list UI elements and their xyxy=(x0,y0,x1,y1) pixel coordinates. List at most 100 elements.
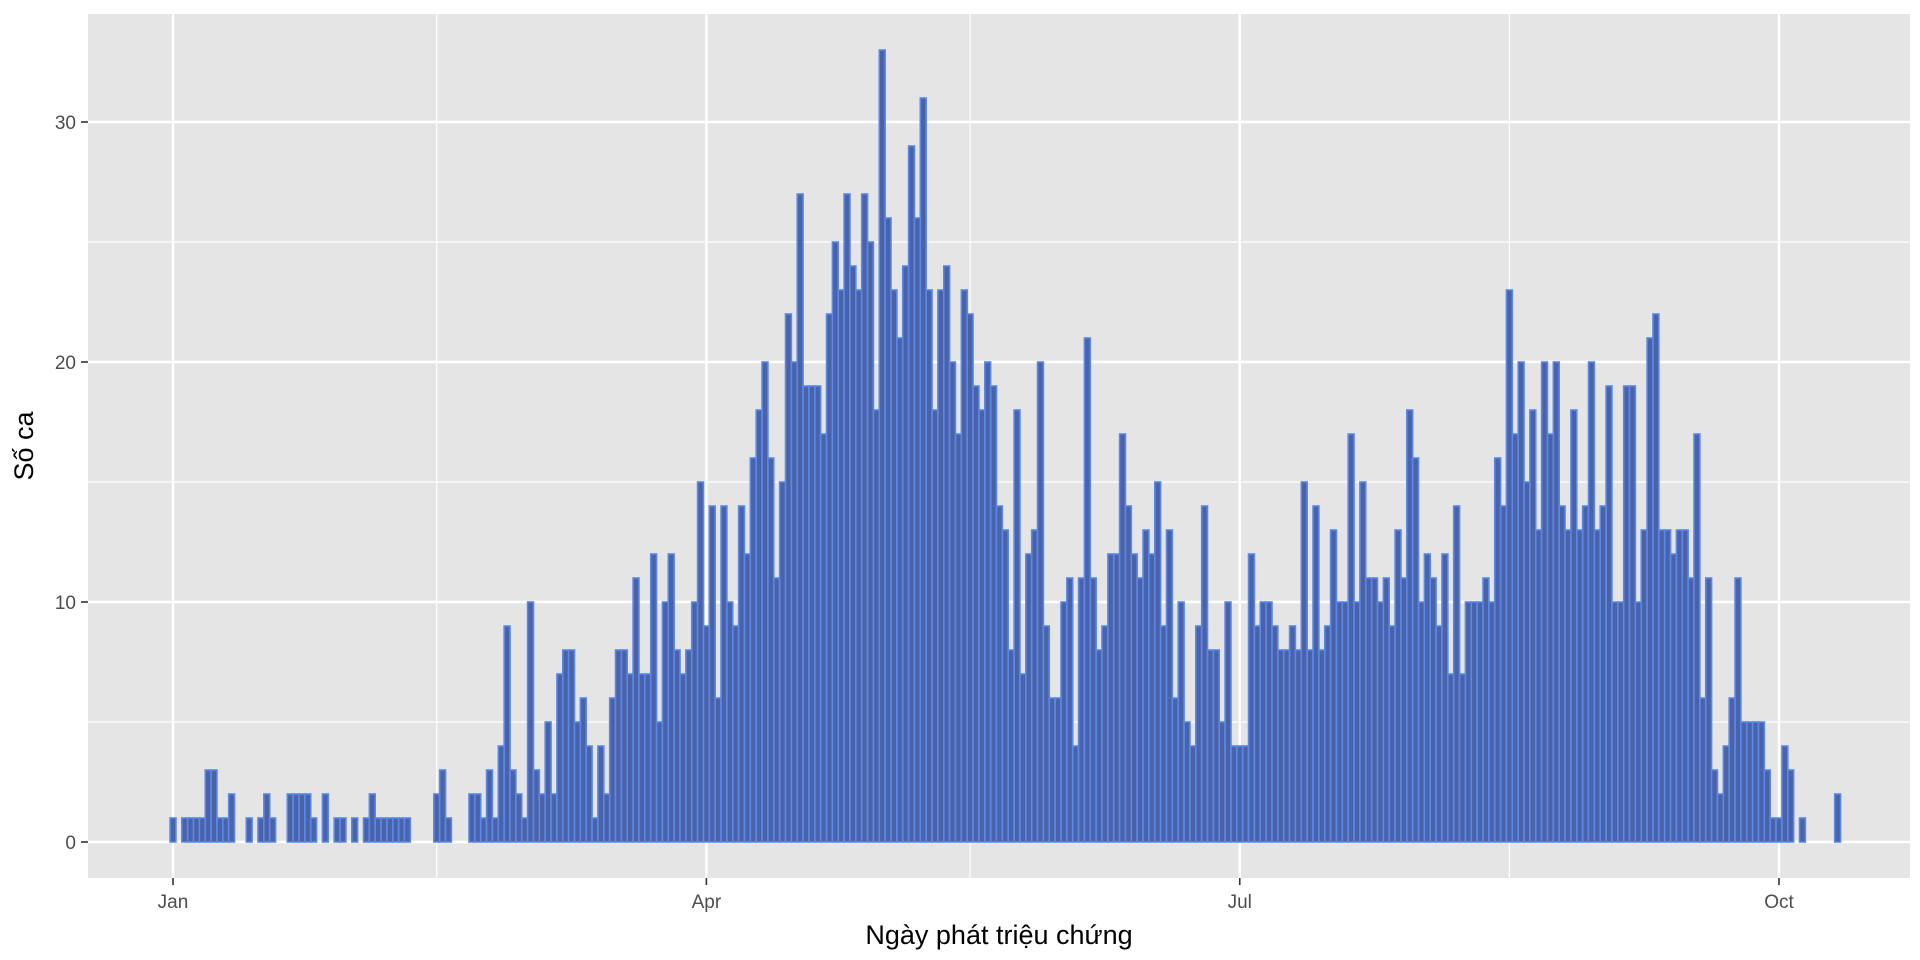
bar xyxy=(1617,601,1625,843)
bar xyxy=(1071,745,1080,843)
bar xyxy=(1675,529,1684,843)
bar xyxy=(825,313,834,843)
bar xyxy=(819,433,828,843)
bar xyxy=(350,817,359,843)
bar xyxy=(890,289,898,843)
bar xyxy=(585,745,593,843)
bar xyxy=(1353,601,1361,843)
bar xyxy=(1587,361,1596,843)
bar xyxy=(960,289,969,843)
bar xyxy=(948,361,957,843)
bar xyxy=(1546,433,1555,843)
bar xyxy=(1441,553,1449,843)
bar xyxy=(755,409,763,843)
bar xyxy=(1669,553,1678,843)
bar xyxy=(1400,577,1408,843)
bar xyxy=(1247,553,1256,843)
bar xyxy=(1757,721,1766,843)
bar xyxy=(1634,601,1643,843)
bar xyxy=(380,817,388,843)
bar xyxy=(1605,385,1613,843)
bar xyxy=(550,793,558,843)
bar xyxy=(1025,553,1033,843)
bar xyxy=(1482,577,1490,843)
y-tick-label: 20 xyxy=(55,353,76,374)
bar xyxy=(1628,385,1637,843)
bar xyxy=(1798,817,1807,843)
bar xyxy=(1452,505,1461,843)
bar xyxy=(362,817,371,843)
bar xyxy=(1241,745,1250,843)
bar xyxy=(1236,745,1244,843)
bar xyxy=(403,817,412,843)
bar xyxy=(210,769,218,843)
bar xyxy=(397,817,406,843)
bar xyxy=(767,457,775,843)
bar xyxy=(520,817,529,843)
bar xyxy=(227,793,236,843)
bar xyxy=(497,745,505,843)
bar xyxy=(1564,529,1572,843)
bar xyxy=(1312,505,1320,843)
bar xyxy=(632,577,640,843)
x-tick-label: Jul xyxy=(1228,892,1252,913)
bar xyxy=(268,817,277,843)
bar xyxy=(978,409,986,843)
bar xyxy=(919,97,927,843)
bar xyxy=(526,601,535,843)
bar xyxy=(1722,745,1730,843)
bar xyxy=(1019,673,1027,843)
bar xyxy=(1130,553,1138,843)
bar-series xyxy=(169,49,1842,843)
bar xyxy=(1658,529,1666,843)
bar xyxy=(749,457,758,843)
bar xyxy=(1112,553,1121,843)
bar xyxy=(1775,817,1783,843)
x-tick-label: Oct xyxy=(1764,892,1794,913)
y-axis: 0 10 20 30 xyxy=(55,113,88,854)
bar xyxy=(702,625,711,843)
bar xyxy=(655,721,664,843)
bar xyxy=(1148,553,1156,843)
bar xyxy=(1699,697,1707,843)
bar xyxy=(726,601,734,843)
bar xyxy=(860,193,869,843)
x-axis-title: Ngày phát triệu chứng xyxy=(865,920,1132,950)
bar xyxy=(339,817,347,843)
bar xyxy=(1488,601,1496,843)
bar xyxy=(1077,577,1086,843)
bar xyxy=(1060,601,1068,843)
bar xyxy=(772,577,781,843)
bar xyxy=(855,289,863,843)
bar xyxy=(198,817,207,843)
bar xyxy=(1364,577,1373,843)
bar xyxy=(649,553,658,843)
bar xyxy=(1212,649,1221,843)
bar xyxy=(1570,409,1578,843)
bar xyxy=(931,409,939,843)
bar xyxy=(485,769,494,843)
bar xyxy=(1716,793,1725,843)
bar xyxy=(808,385,816,843)
y-tick-label: 10 xyxy=(55,593,76,614)
bar xyxy=(1763,769,1772,843)
bar xyxy=(286,793,294,843)
bar xyxy=(309,817,318,843)
bar xyxy=(913,217,922,843)
bar xyxy=(479,817,488,843)
bar xyxy=(1177,601,1185,843)
bar xyxy=(1388,625,1396,843)
bar xyxy=(1710,769,1719,843)
bar xyxy=(620,649,629,843)
bar xyxy=(1540,361,1549,843)
bar xyxy=(614,649,623,843)
bar xyxy=(304,793,312,843)
bar xyxy=(573,721,582,843)
bar xyxy=(503,625,511,843)
bar xyxy=(1534,529,1543,843)
bar xyxy=(1406,409,1414,843)
bar xyxy=(1195,625,1203,843)
bar xyxy=(1282,649,1291,843)
bar xyxy=(1318,649,1326,843)
y-axis-title: Số ca xyxy=(9,410,39,480)
